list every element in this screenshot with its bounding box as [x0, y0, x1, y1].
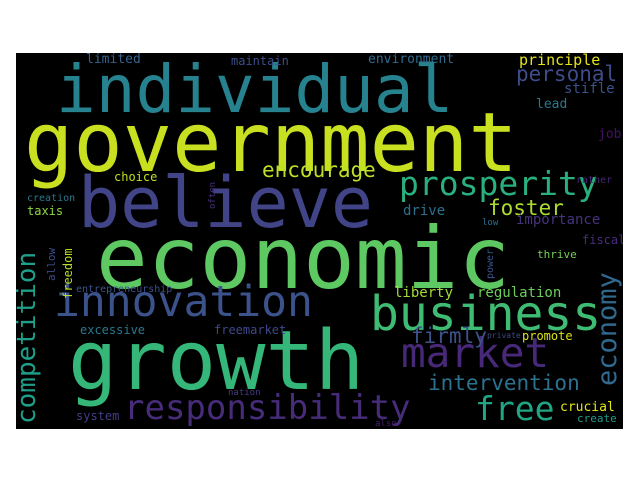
- word-free: free: [475, 389, 555, 428]
- word-prosperity: prosperity: [399, 164, 598, 203]
- word-individual: individual: [56, 53, 454, 128]
- word-private: power: [485, 248, 496, 279]
- word-freemarket: freemarket: [214, 323, 287, 337]
- word-growth: growth: [68, 314, 365, 409]
- word-lead: lead: [536, 97, 568, 112]
- word-believe: believe: [78, 162, 374, 244]
- word-encourage: encourage: [262, 158, 376, 182]
- word-promote: promote: [522, 329, 573, 343]
- word-government: government: [24, 96, 518, 191]
- word-crucial: crucial: [560, 400, 615, 415]
- word-limited: limited: [86, 53, 141, 67]
- word-thrive: thrive: [537, 248, 577, 261]
- word-personal: personal: [516, 62, 618, 86]
- word-rather: rather: [576, 175, 613, 186]
- word-innovation: innovation: [54, 277, 313, 327]
- word-taxis: taxis: [27, 204, 64, 218]
- word-power: private: [487, 331, 521, 340]
- word-competition: competition: [16, 251, 42, 424]
- word-drive: drive: [403, 203, 446, 219]
- word-allow: allow: [45, 247, 58, 281]
- word-low: low: [482, 218, 499, 228]
- word-often: often: [208, 181, 218, 209]
- word-cloud: individual government believe economic g…: [16, 53, 623, 429]
- word-creation: creation: [27, 193, 76, 204]
- word-freedom: freedom: [61, 248, 75, 299]
- word-firmly: firmly: [411, 324, 487, 348]
- word-create: create: [577, 412, 617, 425]
- word-nation: nation: [228, 388, 261, 398]
- word-responsibility: responsibility: [124, 388, 411, 428]
- word-economy: economy: [592, 272, 623, 386]
- word-stifle: stifle: [564, 81, 615, 97]
- word-importance: importance: [516, 212, 601, 228]
- word-job: job: [598, 127, 622, 142]
- word-economic: economic: [96, 209, 511, 309]
- word-maintain: maintain: [231, 54, 289, 68]
- word-fiscal: fiscal: [582, 233, 623, 247]
- word-entrepreneurship: entrepreneurship: [76, 284, 173, 295]
- word-business: business: [370, 286, 602, 342]
- word-market: market: [401, 329, 550, 377]
- word-foster: foster: [488, 196, 564, 220]
- word-regulation: regulation: [477, 285, 562, 301]
- word-principle: principle: [519, 53, 601, 69]
- word-also: also: [375, 419, 397, 429]
- word-system: system: [76, 409, 120, 423]
- word-environment: environment: [368, 53, 455, 67]
- word-liberty: liberty: [394, 285, 454, 301]
- word-choice: choice: [114, 170, 158, 184]
- word-intervention: intervention: [428, 371, 580, 395]
- word-excessive: excessive: [80, 323, 146, 337]
